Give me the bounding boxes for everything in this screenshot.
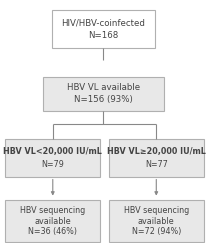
Text: N=72 (94%): N=72 (94%)	[131, 227, 180, 236]
Text: N=77: N=77	[144, 160, 167, 169]
Text: N=36 (46%): N=36 (46%)	[28, 227, 77, 236]
Text: N=168: N=168	[88, 31, 118, 40]
Text: HBV sequencing: HBV sequencing	[20, 206, 85, 215]
Text: N=156 (93%): N=156 (93%)	[74, 95, 132, 104]
Bar	[108, 139, 203, 177]
Bar	[108, 200, 203, 243]
Text: available: available	[34, 217, 71, 226]
Text: N=79: N=79	[41, 160, 64, 169]
Text: HBV sequencing: HBV sequencing	[123, 206, 188, 215]
Text: HBV VL<20,000 IU/mL: HBV VL<20,000 IU/mL	[3, 147, 102, 156]
Text: available: available	[137, 217, 174, 226]
Bar	[43, 77, 163, 111]
Text: HBV VL≥20,000 IU/mL: HBV VL≥20,000 IU/mL	[106, 147, 205, 156]
Bar	[5, 139, 100, 177]
Text: HIV/HBV-coinfected: HIV/HBV-coinfected	[61, 18, 145, 27]
Text: HBV VL available: HBV VL available	[67, 83, 139, 92]
Bar	[52, 10, 154, 48]
Bar	[5, 200, 100, 243]
